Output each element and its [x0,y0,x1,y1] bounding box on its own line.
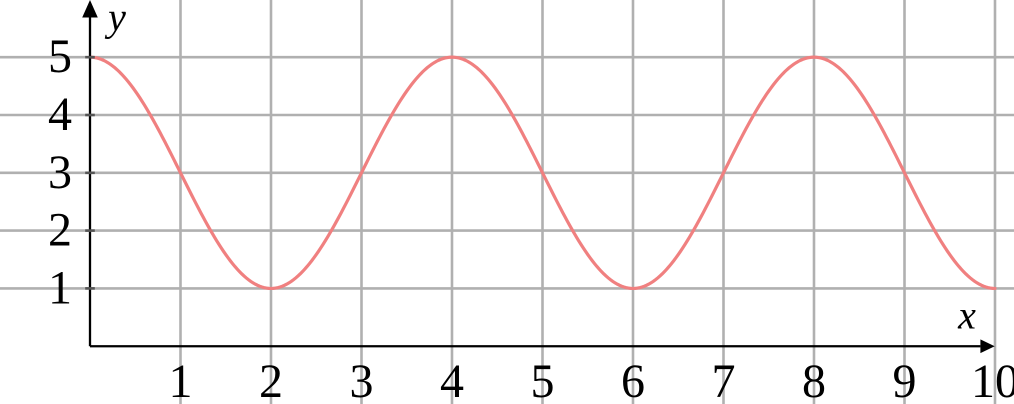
svg-text:y: y [104,0,126,40]
svg-text:2: 2 [259,355,283,404]
svg-text:7: 7 [712,355,736,404]
svg-text:1: 1 [169,355,193,404]
svg-text:5: 5 [531,355,555,404]
svg-text:4: 4 [48,88,72,141]
svg-text:3: 3 [350,355,374,404]
svg-text:8: 8 [802,355,826,404]
svg-text:5: 5 [48,30,72,83]
svg-text:1: 1 [48,261,72,314]
svg-text:4: 4 [440,355,464,404]
svg-text:3: 3 [48,146,72,199]
svg-text:10: 10 [971,355,1014,404]
svg-text:x: x [957,293,976,338]
svg-text:2: 2 [48,204,72,257]
svg-text:6: 6 [621,355,645,404]
svg-text:9: 9 [893,355,917,404]
